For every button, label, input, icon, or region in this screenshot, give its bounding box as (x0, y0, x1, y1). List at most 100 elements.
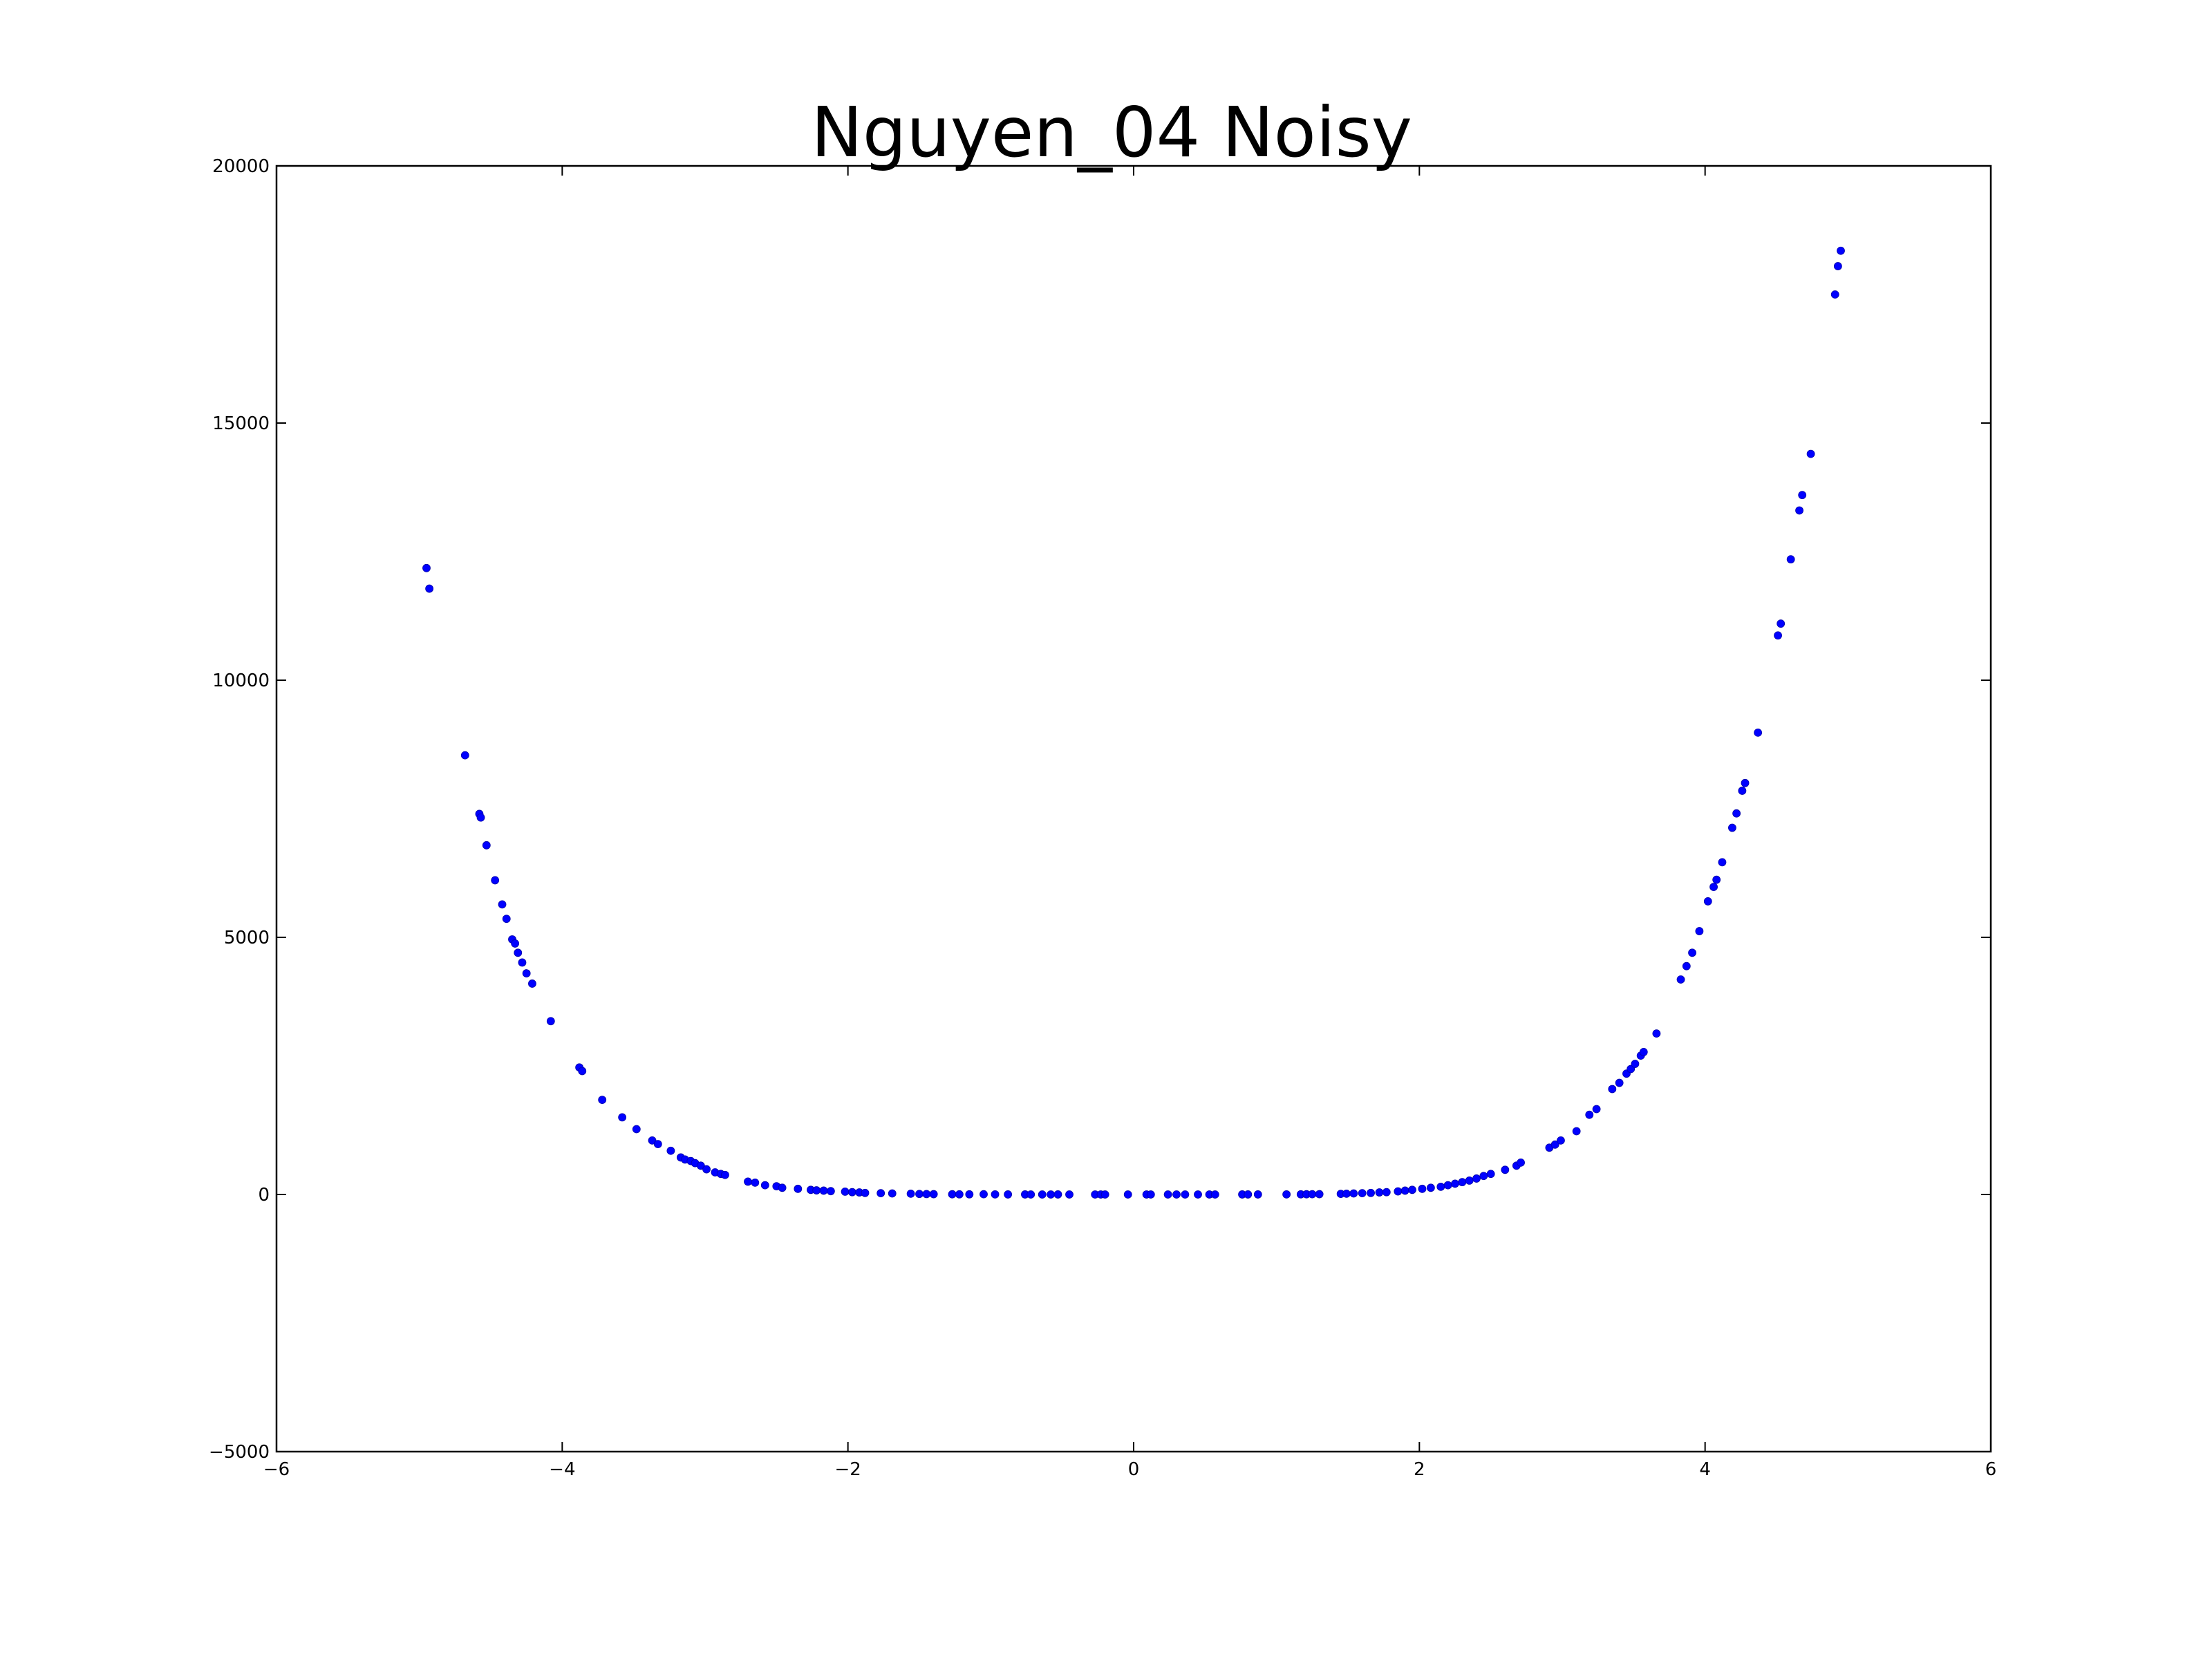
x-tick-label: 4 (1699, 1459, 1711, 1480)
data-point (1754, 728, 1763, 737)
data-point (1728, 823, 1736, 832)
data-point (518, 958, 527, 967)
data-point (794, 1184, 803, 1193)
data-point (1047, 1190, 1056, 1199)
data-point (1718, 858, 1727, 867)
data-point (1349, 1189, 1358, 1198)
data-point (1712, 875, 1721, 884)
x-tick-label: 2 (1414, 1459, 1425, 1480)
data-point (948, 1190, 957, 1199)
data-point (546, 1017, 555, 1026)
data-point (1458, 1178, 1467, 1187)
data-point (1501, 1165, 1510, 1174)
data-point (826, 1187, 835, 1196)
data-point (1375, 1188, 1384, 1197)
x-axis: −6 −4 −2 0 2 4 6 (263, 166, 1996, 1480)
data-point (618, 1113, 627, 1122)
data-point (1592, 1105, 1601, 1114)
y-tick-label: 10000 (212, 671, 270, 691)
data-point (1798, 491, 1807, 500)
data-point (1382, 1188, 1391, 1197)
x-tick-label: −2 (835, 1459, 861, 1480)
data-point (1608, 1085, 1617, 1094)
data-point (1123, 1190, 1132, 1199)
x-tick-label: −4 (549, 1459, 575, 1480)
data-point (460, 751, 469, 760)
data-point (1837, 246, 1845, 255)
plot-frame (275, 165, 1992, 1453)
data-point (1100, 1190, 1109, 1199)
data-point (1210, 1190, 1219, 1199)
data-point (1738, 787, 1747, 795)
data-point (1065, 1190, 1074, 1199)
y-tick-label: 15000 (212, 413, 270, 434)
data-point (1418, 1184, 1427, 1193)
data-point (965, 1190, 974, 1199)
data-point (425, 584, 434, 593)
data-point (1038, 1190, 1047, 1199)
data-point (1585, 1110, 1594, 1119)
data-point (1358, 1189, 1367, 1198)
data-point (744, 1177, 752, 1186)
x-tick-label: −6 (263, 1459, 290, 1480)
x-tick-label: 6 (1985, 1459, 1997, 1480)
data-point (721, 1170, 729, 1179)
data-point (1652, 1029, 1661, 1038)
data-point (1806, 449, 1815, 458)
data-point (751, 1178, 760, 1187)
data-point (1639, 1048, 1648, 1056)
data-point (847, 1188, 856, 1197)
data-point (841, 1188, 850, 1196)
data-point (991, 1190, 1000, 1199)
chart-title: Nguyen_04 Noisy (811, 92, 1412, 173)
data-point (511, 939, 520, 948)
data-point (1394, 1187, 1403, 1196)
data-point (653, 1140, 662, 1148)
data-point (1703, 897, 1712, 906)
data-point (955, 1190, 964, 1199)
data-point (1777, 619, 1785, 628)
data-point (1027, 1190, 1035, 1199)
data-point (1676, 975, 1685, 984)
data-point (1400, 1186, 1409, 1195)
data-point (819, 1186, 828, 1195)
data-point (1451, 1179, 1459, 1188)
data-point (1244, 1190, 1253, 1199)
x-tick-label: 0 (1128, 1459, 1140, 1480)
y-axis: −5000 0 5000 10000 15000 20000 (209, 156, 1991, 1463)
data-point (1436, 1182, 1445, 1191)
data-point (502, 915, 511, 924)
data-point (1315, 1190, 1324, 1199)
data-point (1053, 1190, 1062, 1199)
data-point (632, 1125, 641, 1134)
data-point (1741, 778, 1750, 787)
data-point (1732, 809, 1741, 818)
data-point (1774, 631, 1782, 640)
data-point (1426, 1183, 1435, 1192)
data-point (1486, 1170, 1495, 1179)
data-point (1146, 1190, 1155, 1199)
data-point (1557, 1136, 1565, 1145)
data-point (1695, 927, 1704, 935)
data-point (1572, 1127, 1581, 1136)
data-point (1282, 1190, 1291, 1199)
data-point (1517, 1158, 1525, 1167)
data-point (1194, 1190, 1202, 1199)
data-points (422, 246, 1845, 1199)
data-point (666, 1146, 675, 1155)
data-point (812, 1186, 821, 1194)
data-point (915, 1190, 924, 1199)
data-point (1833, 262, 1842, 270)
data-point (1795, 506, 1803, 515)
data-point (1181, 1190, 1190, 1199)
data-point (1550, 1140, 1559, 1149)
data-point (578, 1067, 587, 1076)
data-point (514, 948, 523, 957)
data-point (1682, 962, 1691, 971)
y-tick-label: −5000 (209, 1442, 270, 1463)
data-point (1465, 1177, 1474, 1185)
data-point (498, 900, 507, 909)
data-point (778, 1183, 787, 1192)
data-point (422, 563, 431, 572)
data-point (1786, 555, 1795, 564)
